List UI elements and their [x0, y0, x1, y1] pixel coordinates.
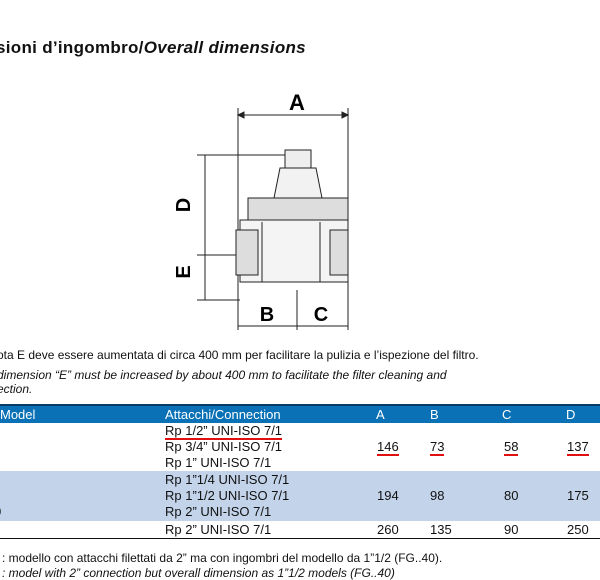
note-english: dimension “E” must be increased by about… — [0, 368, 447, 382]
value-d: 137 — [567, 439, 589, 456]
header-c: C — [502, 407, 512, 422]
value-d: 250 — [567, 522, 589, 537]
value-c: 90 — [504, 522, 519, 537]
header-model: Model — [0, 407, 36, 422]
footnote-italian: : modello con attacchi filettati da 2” m… — [2, 551, 443, 565]
footnote-english: : model with 2” connection but overall d… — [2, 566, 395, 580]
page-title: sioni d’ingombro/Overall dimensions — [0, 38, 306, 58]
header-connection: Attacchi/Connection — [165, 407, 281, 422]
connection: Rp 1”1/4 UNI-ISO 7/1 — [165, 472, 290, 487]
connection: Rp 3/4” UNI-ISO 7/1 — [165, 439, 283, 454]
connection: Rp 1/2” UNI-ISO 7/1 — [165, 423, 283, 440]
value-d: 175 — [567, 488, 589, 503]
value-b: 135 — [430, 522, 452, 537]
table-header: Model Attacchi/Connection A B C D — [0, 404, 600, 423]
value-c: 58 — [504, 439, 519, 456]
value-a: 146 — [377, 439, 399, 456]
title-english: Overall dimensions — [143, 38, 306, 57]
model: 0 — [0, 504, 1, 519]
connection: Rp 2” UNI-ISO 7/1 — [165, 522, 272, 537]
header-a: A — [376, 407, 385, 422]
table-row: Rp 1/2” UNI-ISO 7/1 Rp 3/4” UNI-ISO 7/1 … — [0, 423, 600, 471]
note-english-cont: ection. — [0, 382, 33, 396]
value-b: 98 — [430, 488, 445, 503]
value-a: 194 — [377, 488, 399, 503]
table-row: 0 Rp 1”1/4 UNI-ISO 7/1 Rp 1”1/2 UNI-ISO … — [0, 471, 600, 521]
connection: Rp 2” UNI-ISO 7/1 — [165, 504, 272, 519]
connection: Rp 1” UNI-ISO 7/1 — [165, 455, 272, 470]
header-b: B — [430, 407, 439, 422]
title-italian: sioni d’ingombro/ — [0, 38, 144, 57]
label-e: E — [173, 265, 195, 278]
header-d: D — [566, 407, 576, 422]
table-row: Rp 2” UNI-ISO 7/1 260 135 90 250 — [0, 521, 600, 539]
label-a: A — [289, 90, 305, 115]
note-italian: ota E deve essere aumentata di circa 400… — [0, 348, 479, 362]
value-b: 73 — [430, 439, 445, 456]
value-c: 80 — [504, 488, 519, 503]
value-a: 260 — [377, 522, 399, 537]
dimension-drawing: A D E B C — [173, 90, 350, 330]
label-d: D — [173, 198, 195, 212]
label-b: B — [260, 304, 274, 326]
connection: Rp 1”1/2 UNI-ISO 7/1 — [165, 488, 290, 503]
label-c: C — [314, 304, 328, 326]
